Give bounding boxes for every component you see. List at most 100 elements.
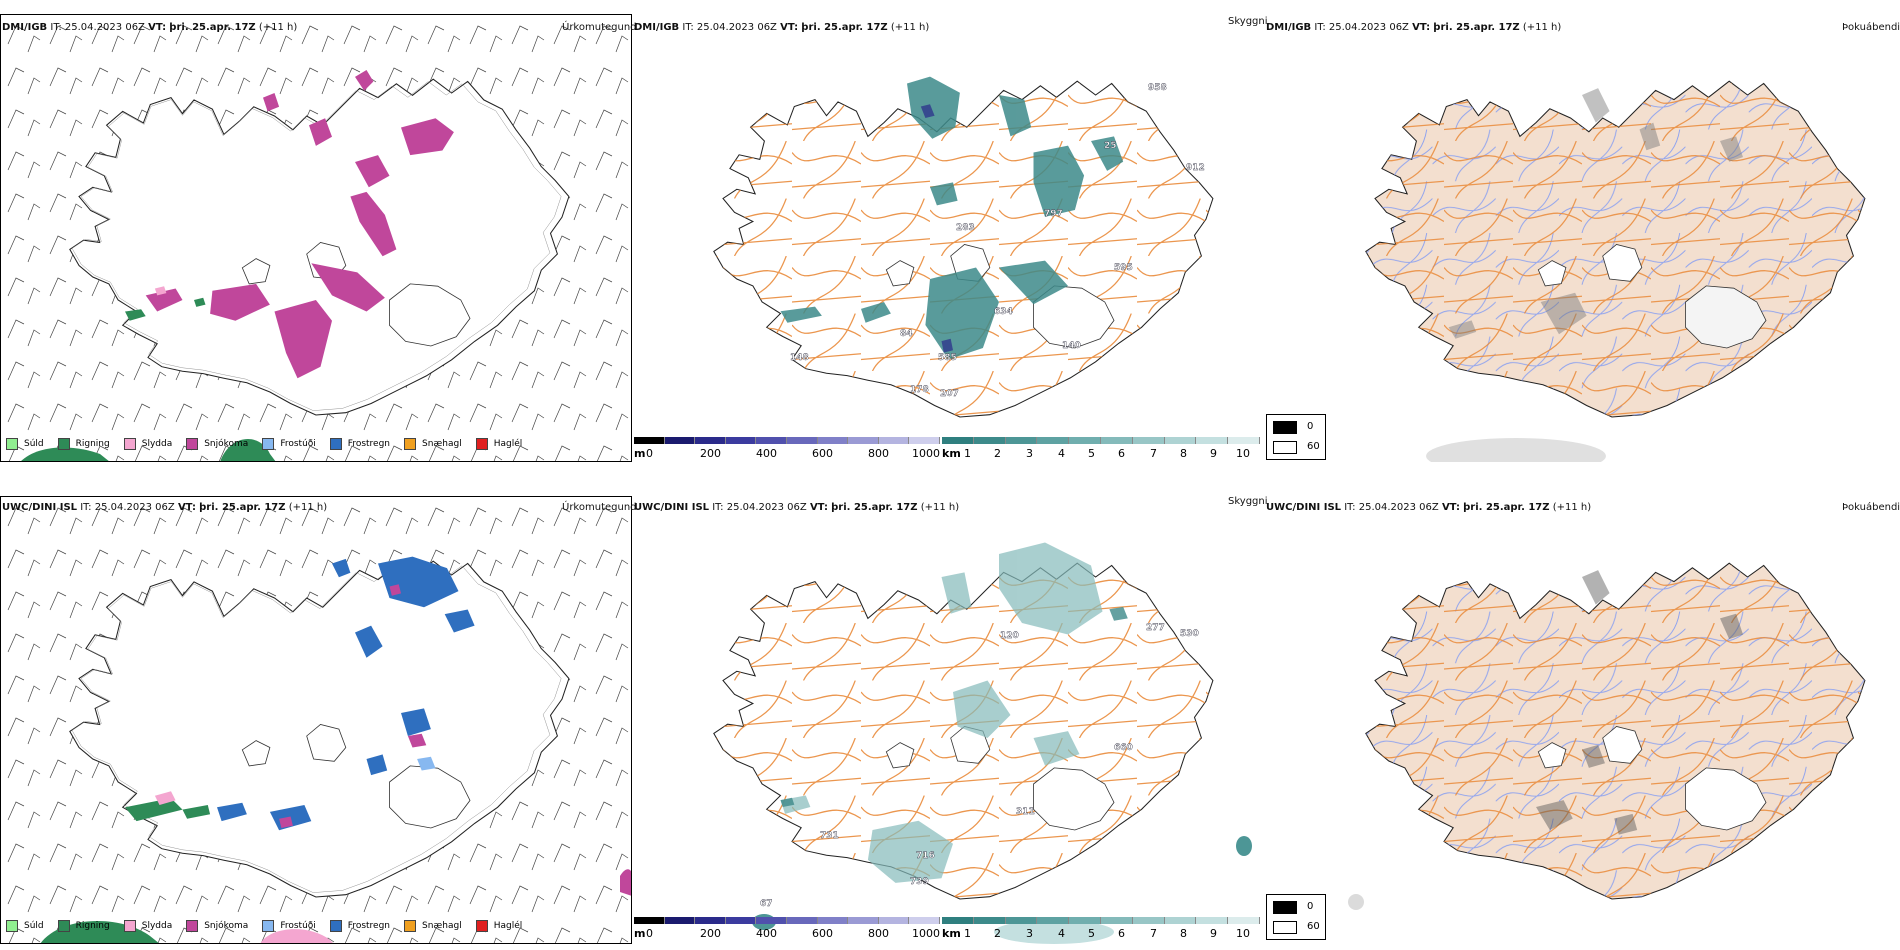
legend-swatch — [404, 438, 417, 450]
elevation-unit: m — [634, 927, 646, 940]
visibility-tick: 2 — [994, 927, 1001, 940]
model-name: UWC/DINI ISL — [634, 502, 710, 513]
fog-map — [1348, 562, 1866, 910]
visibility-seg — [1196, 437, 1229, 444]
legend-label: Snjókoma — [204, 921, 249, 931]
panel-title-precip: Úrkomutegund — [562, 22, 637, 33]
height-label: 958 — [1148, 83, 1167, 93]
visibility-tick: 8 — [1180, 447, 1187, 460]
height-label: 731 — [820, 831, 839, 841]
height-label: 148 — [790, 353, 809, 363]
legend-label: Súld — [24, 921, 44, 931]
fog-areas — [1448, 88, 1743, 339]
height-label: 120 — [1000, 631, 1019, 641]
legend-label: Slydda — [141, 439, 173, 449]
height-label: 716 — [916, 851, 935, 861]
visibility-seg — [942, 437, 974, 444]
precip-frame — [0, 496, 632, 944]
height-label: 660 — [1114, 743, 1133, 753]
legend-label: Haglél — [493, 921, 523, 931]
vt-label: VT: — [1441, 502, 1460, 513]
panel-title-fog: Þokuábendi — [1842, 22, 1900, 33]
visibility-tick: 10 — [1236, 927, 1250, 940]
visibility-seg — [1196, 917, 1229, 924]
height-labels: 958 912 797 595 283 84 585 207 140 178 2… — [790, 83, 1205, 399]
header-row1-p2: UWC/DINI ISL IT: 25.04.2023 06Z VT: þri.… — [634, 502, 959, 513]
legend-label: Frostregn — [347, 921, 391, 931]
legend-swatch — [262, 438, 275, 450]
elevation-tick: 1000 — [912, 447, 940, 460]
fog-key: 0 60 — [1266, 894, 1326, 940]
legend-swatch — [186, 920, 199, 932]
model-name: UWC/DINI ISL — [1266, 502, 1342, 513]
vt-value: þri. 25.apr. 17Z — [801, 22, 888, 33]
offset: (+11 h) — [890, 22, 930, 33]
panel-title-precip: Úrkomutegund — [562, 502, 637, 513]
visibility-tick: 9 — [1210, 927, 1217, 940]
vt-value: þri. 25.apr. 17Z — [169, 22, 256, 33]
elevation-tick: 800 — [868, 447, 889, 460]
legend-item: Frostregn — [329, 438, 390, 450]
legend-label: Haglél — [493, 439, 523, 449]
visibility-tick: 8 — [1180, 927, 1187, 940]
legend-item: Frostregn — [329, 920, 391, 932]
vt-label: VT: — [1412, 22, 1431, 33]
legend-swatch — [329, 438, 342, 450]
height-label: 178 — [910, 385, 929, 395]
visibility-tick: 1 — [964, 927, 971, 940]
height-label: 67 — [760, 899, 773, 909]
visibility-tick: 10 — [1236, 447, 1250, 460]
elevation-seg — [725, 437, 757, 444]
visibility-seg — [973, 437, 1006, 444]
fog-key: 0 60 — [1266, 414, 1326, 460]
low-visibility-areas — [780, 542, 1103, 883]
visibility-unit: km — [942, 447, 961, 460]
elevation-seg — [817, 437, 849, 444]
model-name: DMI/IGB — [1266, 22, 1312, 33]
elevation-seg — [878, 917, 910, 924]
header-row1-p3: UWC/DINI ISL IT: 25.04.2023 06Z VT: þri.… — [1266, 502, 1591, 513]
fog-swatch — [1273, 421, 1297, 434]
legend-label: Snæhagl — [422, 921, 462, 931]
legend-item: Haglél — [475, 920, 523, 932]
legend-item: Súld — [6, 438, 44, 450]
fog-key-label: 0 — [1307, 901, 1314, 912]
visibility-tick: 4 — [1058, 927, 1065, 940]
it-label: IT: — [1314, 22, 1326, 33]
visibility-seg — [1132, 437, 1165, 444]
legend-item: Rigning — [57, 438, 110, 450]
offset: (+11 h) — [1552, 502, 1592, 513]
legend-item: Súld — [6, 920, 44, 932]
legend-swatch — [6, 438, 18, 450]
fog-key-label: 60 — [1307, 441, 1320, 452]
visibility-seg — [1101, 917, 1133, 924]
vt-label: VT: — [177, 502, 196, 513]
header-row0-p3: DMI/IGB IT: 25.04.2023 06Z VT: þri. 25.a… — [1266, 22, 1561, 33]
it-value: 25.04.2023 06Z — [64, 22, 145, 33]
elevation-seg — [664, 437, 696, 444]
it-value: 25.04.2023 06Z — [696, 22, 777, 33]
elevation-seg — [848, 437, 879, 444]
header-row0-p1: DMI/IGB IT: 25.04.2023 06Z VT: þri. 25.a… — [2, 22, 297, 33]
height-label: 207 — [940, 389, 959, 399]
elevation-seg — [756, 917, 787, 924]
model-name: UWC/DINI ISL — [2, 502, 78, 513]
height-label: 84 — [900, 329, 913, 339]
elevation-seg — [664, 917, 696, 924]
snow-areas — [145, 70, 454, 379]
fog-panel-row0 — [1266, 30, 1900, 462]
precip-frame — [0, 14, 632, 462]
visibility-panel-row1: 277 530 120 660 311 731 716 739 67 — [634, 512, 1264, 944]
model-name: DMI/IGB — [2, 22, 48, 33]
fog-panel-row1 — [1266, 512, 1900, 944]
visibility-seg — [1069, 917, 1101, 924]
height-label: 634 — [994, 307, 1013, 317]
elevation-colorbar: m 0 200 400 600 800 1000 — [634, 437, 940, 461]
visibility-colorbar: km 1 2 3 4 5 6 7 8 9 10 — [942, 917, 1260, 941]
height-label: 140 — [1062, 341, 1081, 351]
it-label: IT: — [712, 502, 724, 513]
elevation-seg — [909, 917, 940, 924]
visibility-tick: 4 — [1058, 447, 1065, 460]
height-labels: 277 530 120 660 311 731 716 739 67 — [760, 623, 1199, 909]
height-label: 311 — [1016, 807, 1035, 817]
